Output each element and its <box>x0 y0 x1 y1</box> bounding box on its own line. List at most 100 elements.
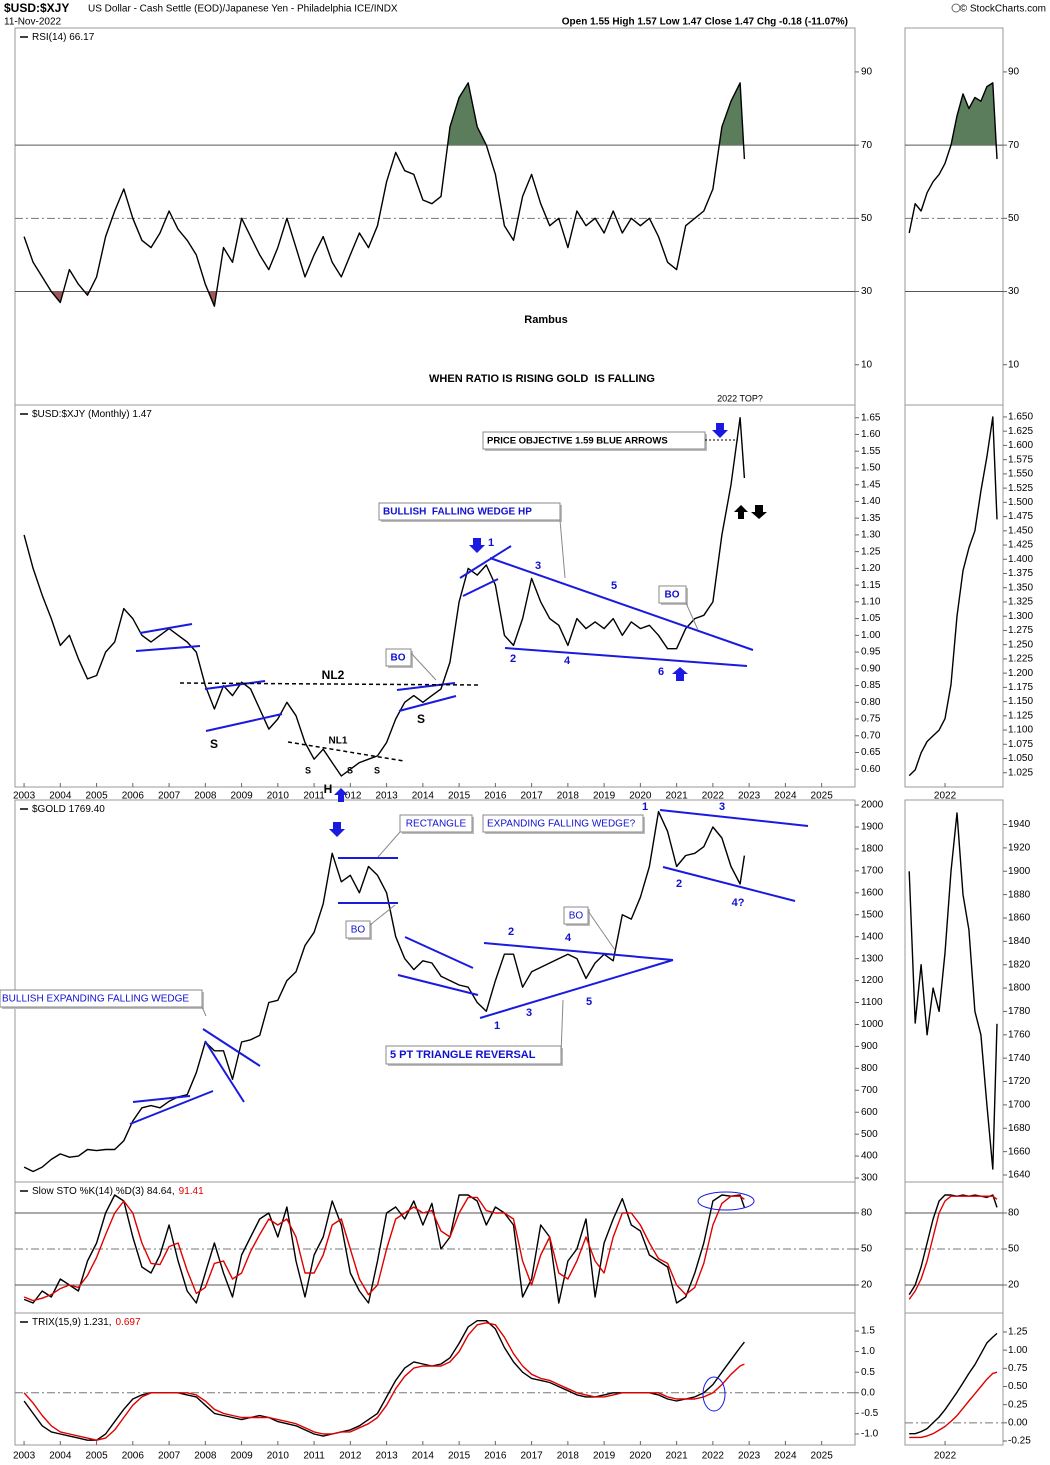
box <box>482 814 644 833</box>
panel-frame <box>904 1312 1004 1446</box>
y-tick-label: 1.425 <box>1008 540 1033 551</box>
y-tick-label: 500 <box>861 1129 878 1140</box>
y-tick-label: 600 <box>861 1107 878 1118</box>
highlight <box>697 1191 755 1211</box>
y-tick-label: 800 <box>861 1063 878 1074</box>
panel-frame <box>904 27 1004 406</box>
indicator-band <box>447 82 744 146</box>
y-tick-label: 80 <box>1008 1208 1020 1219</box>
x-tick-label: 2023 <box>738 1451 761 1462</box>
y-tick-label: 1.25 <box>1008 1327 1028 1338</box>
annotation: NL2 <box>322 668 345 682</box>
y-tick-label: 1.550 <box>1008 469 1033 480</box>
source: © StockCharts.com <box>960 4 1046 15</box>
annotation: WHEN RATIO IS RISING GOLD IS FALLING <box>429 373 655 385</box>
y-tick-label: 70 <box>861 140 873 151</box>
x-tick-label: 2018 <box>557 1451 580 1462</box>
x-tick-label: 2006 <box>122 1451 145 1462</box>
x-tick-label: 2019 <box>593 1451 616 1462</box>
y-tick-label: 1.300 <box>1008 611 1033 622</box>
y-tick-label: 0.95 <box>861 647 881 658</box>
y-tick-label: 1.450 <box>1008 525 1033 536</box>
x-tick-label: 2019 <box>593 791 616 802</box>
annotation: S <box>210 737 218 751</box>
annotation: 4 <box>564 655 571 667</box>
y-tick-label: -1.0 <box>861 1429 879 1440</box>
annotation: S <box>305 765 311 775</box>
y-tick-label: 1.0 <box>861 1346 875 1357</box>
date: 11-Nov-2022 <box>4 17 62 28</box>
y-tick-label: 0.0 <box>861 1387 875 1398</box>
panel-frame <box>14 27 856 406</box>
symbol: $USD:$XJY <box>4 1 69 15</box>
neckline <box>287 741 405 762</box>
y-tick-label: 10 <box>861 359 873 370</box>
x-tick-label: 2010 <box>267 1451 290 1462</box>
x-tick-label: 2015 <box>448 1451 471 1462</box>
highlight <box>702 1376 726 1412</box>
panel-label: $GOLD 1769.40 <box>32 804 105 815</box>
y-tick-label: 1.175 <box>1008 682 1033 693</box>
y-tick-label: 50 <box>1008 1244 1020 1255</box>
y-tick-label: 1.325 <box>1008 597 1033 608</box>
callout <box>369 904 396 926</box>
trendline <box>398 695 457 712</box>
y-tick-label: 20 <box>1008 1280 1020 1291</box>
trendline <box>139 623 193 634</box>
annotation: 1 <box>494 1020 500 1032</box>
y-tick-label: 900 <box>861 1041 878 1052</box>
x-tick-label: 2022 <box>934 791 957 802</box>
y-tick-label: 1.025 <box>1008 767 1033 778</box>
x-tick-label: 2025 <box>811 1451 834 1462</box>
plot-area: 10 30 50 70 90 RSI(14) 66.17 0.60 0.65 0.70 0.75 0… <box>13 27 1033 1462</box>
arrow <box>751 505 767 519</box>
trendline <box>397 974 479 996</box>
y-tick-label: 400 <box>861 1151 878 1162</box>
x-tick-label: 2003 <box>13 1451 36 1462</box>
y-tick-label: 1.375 <box>1008 568 1033 579</box>
series-line <box>23 810 746 1173</box>
trendline <box>129 1090 214 1125</box>
y-tick-label: 50 <box>1008 213 1020 224</box>
y-tick-label: 1.625 <box>1008 426 1033 437</box>
x-tick-label: 2025 <box>811 791 834 802</box>
y-tick-label: 1.600 <box>1008 440 1033 451</box>
annotations: Rambus WHEN RATIO IS RISING GOLD IS FALL… <box>0 314 809 1412</box>
y-tick-label: 1.275 <box>1008 625 1033 636</box>
series-line <box>23 1194 746 1304</box>
y-tick-label: 90 <box>1008 67 1020 78</box>
y-tick-label: 90 <box>861 67 873 78</box>
x-tick-label: 2007 <box>158 791 181 802</box>
annotation: 2 <box>508 926 514 938</box>
x-tick-label: 2004 <box>49 791 72 802</box>
x-tick-label: 2005 <box>85 1451 108 1462</box>
y-tick-label: 1300 <box>861 953 884 964</box>
series-line <box>908 416 998 777</box>
callout <box>560 999 564 1056</box>
y-tick-label: 1700 <box>861 866 884 877</box>
y-tick-label: 1880 <box>1008 889 1031 900</box>
panel-label-value: 0.697 <box>115 1317 140 1328</box>
x-tick-label: 2007 <box>158 1451 181 1462</box>
trendline <box>479 959 674 1019</box>
y-tick-label: 0.75 <box>861 714 881 725</box>
x-tick-label: 2015 <box>448 791 471 802</box>
y-tick-label: 0.60 <box>861 764 881 775</box>
series-line <box>908 1194 998 1295</box>
y-tick-label: 1900 <box>861 822 884 833</box>
panel-frame <box>904 404 1004 788</box>
y-tick-label: 1940 <box>1008 819 1031 830</box>
x-tick-label: 2020 <box>629 791 652 802</box>
x-tick-label: 2005 <box>85 791 108 802</box>
x-tick-label: 2009 <box>230 1451 253 1462</box>
y-tick-label: 1740 <box>1008 1053 1031 1064</box>
x-tick-label: 2017 <box>520 791 543 802</box>
trendline <box>202 1028 261 1067</box>
y-tick-label: 1.20 <box>861 563 881 574</box>
y-tick-label: 700 <box>861 1085 878 1096</box>
box <box>399 814 473 833</box>
box <box>345 920 371 939</box>
trendline <box>204 680 266 690</box>
annotation: S <box>347 765 353 775</box>
panel-label: RSI(14) 66.17 <box>32 32 95 43</box>
